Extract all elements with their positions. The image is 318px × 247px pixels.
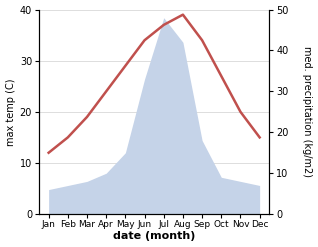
Y-axis label: med. precipitation (kg/m2): med. precipitation (kg/m2) xyxy=(302,46,313,177)
X-axis label: date (month): date (month) xyxy=(113,231,195,242)
Y-axis label: max temp (C): max temp (C) xyxy=(5,78,16,145)
